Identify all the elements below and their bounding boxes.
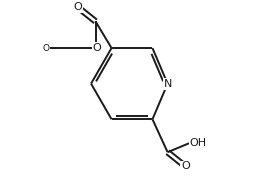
Text: O: O (73, 2, 82, 12)
Text: OH: OH (190, 138, 207, 148)
Text: O: O (181, 161, 190, 171)
Text: N: N (164, 79, 173, 89)
Text: O: O (42, 44, 49, 53)
Text: O: O (93, 43, 101, 53)
